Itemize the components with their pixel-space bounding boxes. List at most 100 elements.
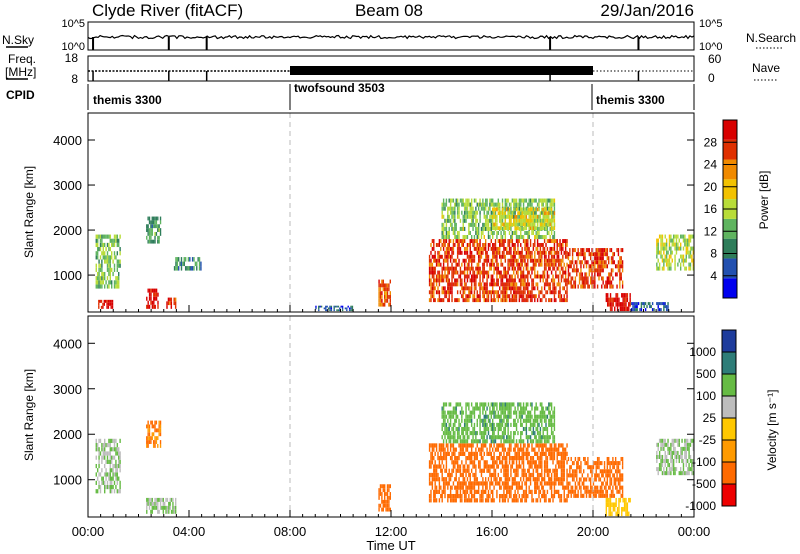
data-cell: [603, 461, 606, 466]
data-cell: [566, 254, 568, 259]
data-cell: [542, 294, 544, 299]
data-cell: [664, 454, 666, 459]
data-cell: [588, 248, 590, 253]
data-cell: [629, 293, 631, 298]
data-cell: [479, 460, 481, 465]
data-cell: [553, 290, 556, 295]
data-cell: [580, 268, 582, 273]
data-cell: [438, 460, 441, 465]
data-cell: [492, 258, 494, 263]
data-cell: [595, 473, 597, 478]
data-cell: [447, 435, 449, 440]
data-cell: [499, 202, 501, 207]
data-cell: [566, 472, 568, 478]
data-cell: [535, 439, 537, 444]
data-cell: [99, 247, 102, 252]
data-cell: [555, 262, 557, 267]
data-cell: [528, 235, 530, 240]
data-cell: [486, 254, 488, 259]
data-cell: [492, 418, 494, 423]
data-cell: [521, 207, 523, 212]
data-cell: [506, 477, 508, 482]
data-cell: [543, 481, 546, 486]
data-cell: [628, 306, 630, 312]
data-cell: [440, 468, 442, 473]
data-cell: [513, 278, 515, 283]
data-cell: [549, 210, 551, 215]
data-cell: [514, 250, 516, 255]
data-cell: [456, 250, 459, 255]
data-cell: [607, 297, 609, 303]
data-cell: [610, 461, 613, 466]
data-cell: [441, 270, 443, 275]
data-cell: [499, 246, 501, 251]
data-cell: [470, 235, 473, 240]
data-cell: [448, 270, 450, 275]
data-cell: [541, 460, 543, 465]
data-cell: [607, 502, 609, 507]
data-cell: [524, 222, 526, 227]
data-cell: [529, 410, 532, 415]
data-cell: [616, 485, 618, 490]
data-cell: [608, 297, 610, 303]
data-cell: [484, 426, 487, 432]
data-cell: [524, 406, 526, 411]
data-cell: [609, 473, 611, 478]
data-cell: [442, 418, 445, 423]
data-cell: [500, 218, 502, 223]
data-cell: [109, 271, 112, 277]
data-cell: [493, 250, 495, 255]
data-cell: [622, 302, 624, 307]
data-cell: [350, 305, 352, 308]
data-cell: [490, 274, 492, 279]
data-cell: [107, 302, 110, 306]
data-cell: [445, 481, 448, 486]
data-cell: [113, 242, 116, 248]
data-cell: [555, 489, 557, 495]
data-cell: [500, 468, 502, 473]
data-cell: [504, 298, 507, 303]
data-cell: [522, 274, 525, 279]
data-cell: [524, 246, 526, 251]
data-cell: [664, 246, 666, 251]
data-cell: [553, 222, 556, 227]
data-cell: [684, 258, 686, 263]
data-cell: [454, 298, 456, 303]
data-cell: [449, 239, 452, 244]
data-cell: [476, 402, 478, 407]
data-cell: [109, 302, 111, 306]
data-cell: [612, 260, 614, 265]
data-cell: [497, 270, 500, 275]
data-cell: [514, 489, 516, 495]
data-cell: [552, 414, 554, 419]
data-cell: [511, 286, 514, 291]
data-cell: [510, 489, 512, 495]
data-cell: [675, 467, 678, 472]
data-cell: [458, 298, 460, 303]
data-cell: [493, 468, 495, 473]
data-cell: [560, 472, 563, 478]
data-cell: [383, 291, 386, 296]
data-cell: [161, 497, 163, 502]
data-cell: [553, 243, 556, 247]
data-cell: [520, 198, 522, 203]
data-cell: [609, 511, 612, 517]
data-cell: [589, 489, 592, 494]
data-cell: [546, 246, 549, 251]
data-cell: [479, 254, 481, 259]
data-cell: [534, 294, 536, 299]
data-cell: [560, 460, 563, 465]
data-cell: [517, 451, 519, 456]
data-cell: [459, 439, 462, 444]
data-cell: [479, 246, 481, 251]
data-cell: [559, 460, 561, 465]
data-cell: [492, 489, 494, 495]
data-cell: [479, 290, 481, 295]
data-cell: [483, 422, 485, 427]
data-cell: [552, 218, 554, 223]
data-cell: [454, 206, 456, 211]
data-cell: [672, 458, 675, 464]
data-cell: [452, 250, 455, 255]
data-cell: [441, 460, 443, 465]
data-cell: [615, 511, 617, 517]
